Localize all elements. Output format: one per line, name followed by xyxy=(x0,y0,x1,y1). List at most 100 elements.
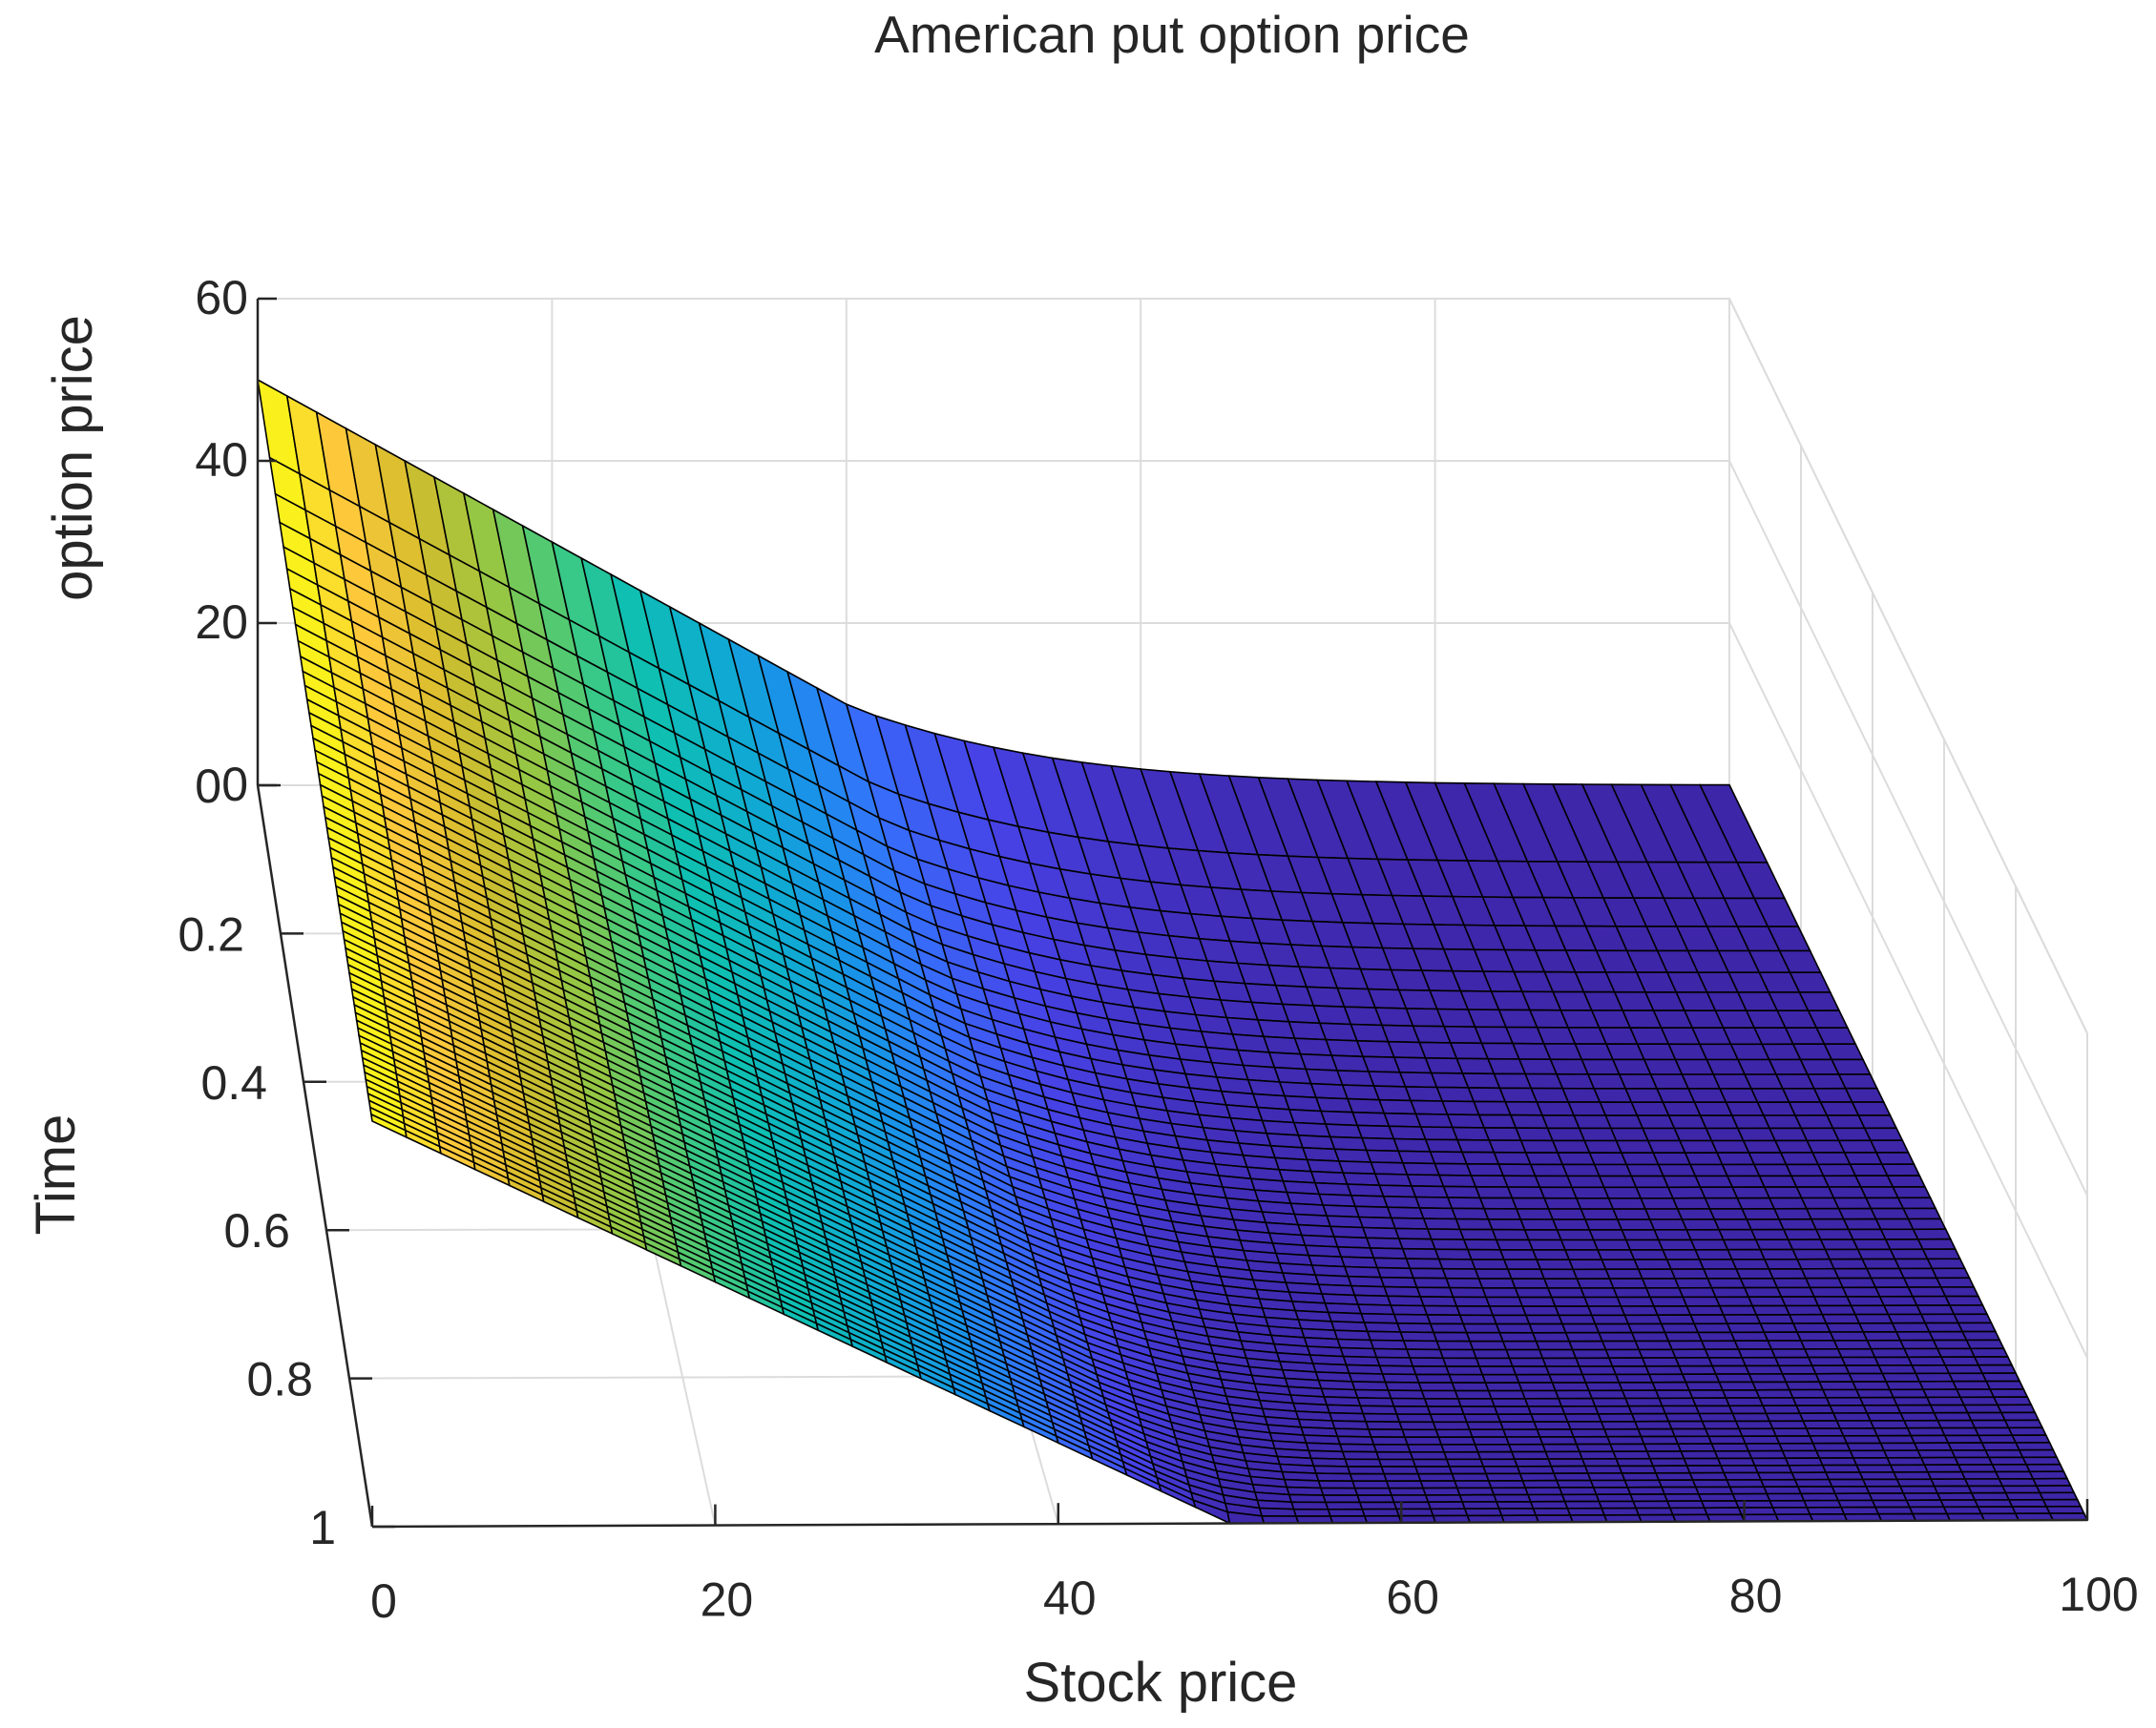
surface-patch xyxy=(1507,1443,1547,1453)
surface-patch xyxy=(1804,1277,1845,1289)
surface-patch xyxy=(1781,1372,1821,1384)
surface-patch xyxy=(1429,1508,1469,1517)
surface-patch xyxy=(1699,1186,1739,1199)
surface-patch xyxy=(1511,1365,1551,1376)
axes xyxy=(256,297,2089,1529)
surface-patch xyxy=(1884,1238,1924,1251)
surface-patch xyxy=(1939,1426,1980,1437)
surface-patch xyxy=(1939,1356,1980,1366)
surface-patch xyxy=(1678,1139,1719,1155)
surface-patch xyxy=(1442,1450,1482,1461)
surface-patch xyxy=(1639,1197,1679,1210)
surface-patch xyxy=(1426,1405,1465,1415)
surface-patch xyxy=(1681,1218,1721,1231)
surface-patch xyxy=(1862,1404,1902,1414)
surface-patch xyxy=(1691,1397,1731,1407)
surface-patch xyxy=(1392,1405,1432,1416)
surface-patch xyxy=(1563,1249,1603,1260)
surface-patch xyxy=(1873,1426,1913,1437)
surface-patch xyxy=(1800,1197,1840,1210)
surface-patch xyxy=(1645,1450,1685,1460)
surface-patch xyxy=(1497,1508,1538,1517)
surface-patch xyxy=(1386,1295,1425,1307)
surface-patch xyxy=(1556,1229,1595,1241)
surface-patch xyxy=(1319,1487,1359,1496)
surface-patch xyxy=(1807,1356,1847,1367)
surface-patch xyxy=(1419,1296,1458,1307)
surface-patch xyxy=(1748,1373,1788,1384)
surface-patch xyxy=(1713,1218,1753,1231)
surface-patch xyxy=(1454,1389,1493,1400)
surface-patch xyxy=(2004,1491,2045,1501)
surface-patch xyxy=(1902,1419,1943,1429)
surface-patch xyxy=(1665,1259,1706,1270)
surface-patch xyxy=(1960,1470,2000,1480)
surface-patch xyxy=(1957,1322,1998,1333)
x-tick-label-2: 40 xyxy=(1043,1572,1097,1625)
surface-patch xyxy=(1692,1322,1732,1334)
surface-patch xyxy=(1651,1381,1691,1391)
surface-patch xyxy=(1542,1197,1582,1210)
surface-patch xyxy=(1539,1435,1578,1446)
surface-patch xyxy=(1593,1163,1633,1177)
surface-patch xyxy=(1515,1208,1555,1220)
surface-patch xyxy=(2000,1485,2041,1494)
surface-patch xyxy=(1290,1501,1329,1510)
surface-patch xyxy=(1605,1435,1645,1446)
surface-patch xyxy=(1734,1268,1775,1280)
surface-patch xyxy=(1661,1405,1701,1415)
surface-patch xyxy=(1453,1480,1493,1489)
surface-patch xyxy=(1609,1127,1650,1142)
surface-patch xyxy=(1702,1268,1742,1280)
surface-patch xyxy=(1855,1464,1895,1473)
surface-patch xyxy=(1479,1458,1518,1468)
surface-patch xyxy=(1589,1479,1629,1489)
surface-patch xyxy=(1821,1388,1862,1399)
y-axis-line xyxy=(256,784,374,1528)
surface-patch xyxy=(1722,1314,1762,1325)
surface-patch xyxy=(1434,1248,1473,1260)
surface-patch xyxy=(1346,1097,1386,1114)
surface-patch xyxy=(1385,1480,1425,1489)
surface-patch xyxy=(1665,1500,1706,1509)
surface-patch xyxy=(1761,1405,1802,1415)
surface-patch xyxy=(1967,1485,2007,1494)
surface-patch xyxy=(1674,1357,1714,1367)
surface-patch xyxy=(1864,1197,1905,1210)
surface-patch xyxy=(1743,1286,1783,1299)
surface-patch xyxy=(1501,1340,1541,1351)
surface-patch xyxy=(1474,1443,1514,1453)
surface-patch xyxy=(1842,1434,1882,1445)
surface-patch xyxy=(1980,1442,2021,1451)
surface-patch xyxy=(1451,1472,1490,1482)
surface-patch xyxy=(1939,1286,1980,1298)
surface-patch xyxy=(1657,1479,1698,1489)
surface-patch xyxy=(1470,1175,1509,1188)
surface-patch xyxy=(2007,1426,2047,1437)
surface-patch xyxy=(1977,1364,2018,1375)
surface-patch xyxy=(1694,1175,1734,1188)
surface-patch xyxy=(1344,1458,1383,1468)
surface-patch xyxy=(1646,1139,1686,1154)
surface-patch xyxy=(1856,1248,1896,1260)
surface-patch xyxy=(1960,1330,2001,1342)
surface-patch xyxy=(1570,1186,1610,1199)
surface-patch xyxy=(1539,1186,1579,1199)
surface-patch xyxy=(1688,1471,1728,1481)
surface-patch xyxy=(1892,1185,1932,1199)
surface-patch xyxy=(1566,1175,1605,1189)
surface-patch xyxy=(1868,1492,1908,1502)
surface-patch xyxy=(1448,1466,1488,1475)
surface-patch xyxy=(1569,1427,1609,1438)
surface-patch xyxy=(1763,1259,1803,1270)
surface-patch xyxy=(1504,1436,1544,1446)
surface-patch xyxy=(1413,1466,1454,1475)
surface-patch xyxy=(1336,1435,1375,1446)
surface-patch xyxy=(1559,1239,1600,1251)
surface-patch xyxy=(1837,1207,1877,1220)
surface-patch xyxy=(1635,1186,1675,1199)
surface-patch xyxy=(1992,1396,2033,1406)
surface-patch xyxy=(1902,1277,1943,1288)
surface-patch xyxy=(1397,1238,1436,1251)
surface-patch xyxy=(1502,1259,1542,1270)
